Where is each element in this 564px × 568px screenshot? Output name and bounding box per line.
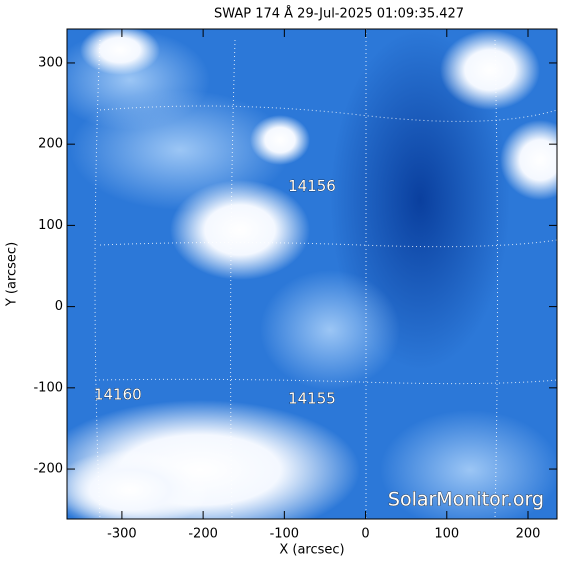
x-tick-label: 200 xyxy=(516,527,541,542)
y-tick-label: -200 xyxy=(33,462,63,477)
region-label: 14156 xyxy=(288,177,336,195)
x-tick-label: 0 xyxy=(361,527,369,542)
region-label: 14155 xyxy=(288,390,336,408)
region-label: 14160 xyxy=(94,386,142,404)
chart-title: SWAP 174 Å 29-Jul-2025 01:09:35.427 xyxy=(214,6,464,22)
y-tick-label: 200 xyxy=(38,137,63,152)
solar-image xyxy=(67,29,557,519)
x-tick-label: -100 xyxy=(270,527,300,542)
plot-frame xyxy=(66,28,558,520)
x-axis-label: X (arcsec) xyxy=(279,543,344,558)
watermark: SolarMonitor.org xyxy=(388,489,544,511)
y-tick-label: 300 xyxy=(38,55,63,70)
y-tick-label: 100 xyxy=(38,218,63,233)
x-tick-label: -200 xyxy=(188,527,218,542)
y-tick-label: -100 xyxy=(33,380,63,395)
y-axis-label: Y (arcsec) xyxy=(5,242,20,307)
y-tick-label: 0 xyxy=(55,299,63,314)
x-tick-label: -300 xyxy=(107,527,137,542)
x-tick-label: 100 xyxy=(434,527,459,542)
